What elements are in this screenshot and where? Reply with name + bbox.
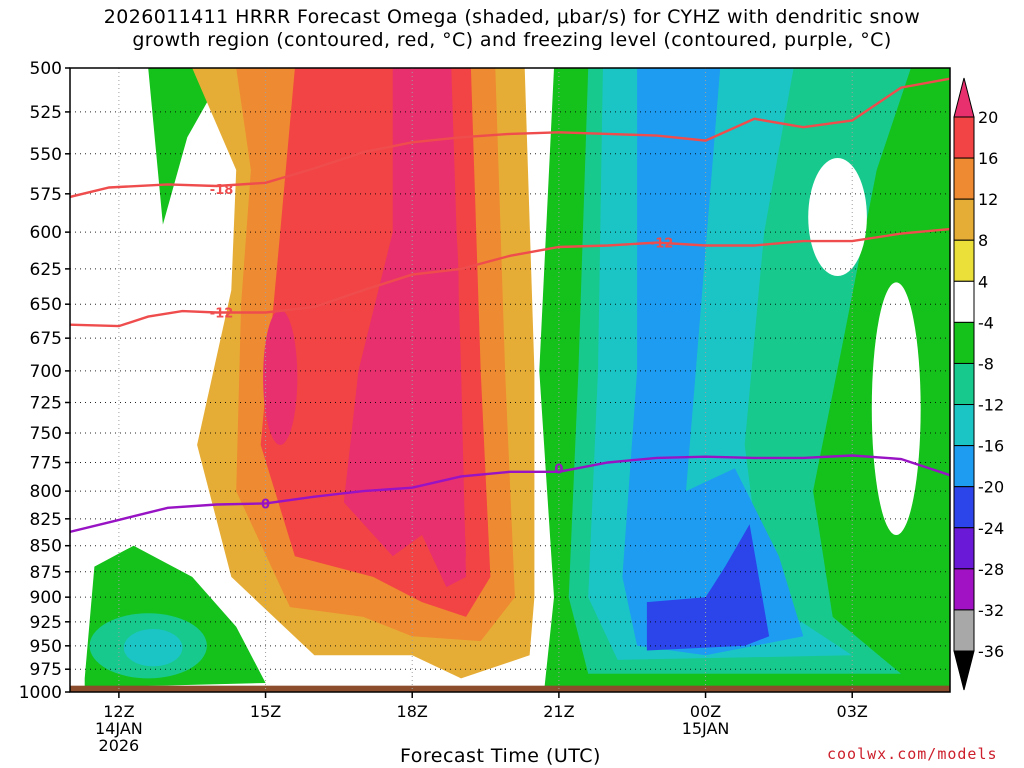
contour-label: 0 (554, 462, 563, 477)
contour-label: -18 (210, 183, 234, 198)
colorbar-band (953, 239, 975, 282)
x-tick-label: 12Z (103, 702, 134, 721)
low-left-sink-16 (123, 629, 183, 667)
y-tick-label: 625 (30, 260, 62, 280)
y-tick-label: 750 (30, 424, 62, 444)
y-tick-label: 500 (30, 59, 62, 79)
title-line-1: 2026011411 HRRR Forecast Omega (shaded, … (103, 6, 921, 28)
omega-shaded-field (70, 68, 950, 692)
colorbar-label: -8 (978, 354, 994, 373)
colorbar-label: -32 (978, 601, 1004, 620)
y-tick-label: 900 (30, 588, 62, 608)
chart-title: 2026011411 HRRR Forecast Omega (shaded, … (0, 6, 1024, 52)
contour-label: 0 (261, 497, 270, 512)
colorbar-bottom-arrow (953, 650, 975, 691)
y-tick-label: 850 (30, 537, 62, 557)
sink-region-20 (622, 68, 804, 656)
y-tick-label: 700 (30, 362, 62, 382)
colorbar: 20 16 12 8 4 -4 -8 -12 -16 -20 -24 -28 -32 -36 (953, 77, 1004, 691)
colorbar-label: -24 (978, 519, 1004, 538)
colorbar-label: -20 (978, 478, 1004, 497)
sink-region-24 (646, 524, 770, 651)
colorbar-band (953, 157, 975, 200)
y-tick-label: 650 (30, 295, 62, 315)
y-tick-label: 950 (30, 637, 62, 657)
y-tick-label: 775 (30, 454, 62, 474)
plot-frame (69, 67, 951, 693)
y-tick-label: 675 (30, 329, 62, 349)
y-tick-label: 525 (30, 103, 62, 123)
colorbar-label: 4 (978, 272, 988, 291)
x-axis-title: Forecast Time (UTC) (400, 745, 601, 767)
x-tick-label: 00Z (690, 702, 721, 721)
y-axis-pressure: 500 525 550 575 600 625 650 675 700 725 750 775 800 8… (19, 59, 70, 703)
colorbar-band (953, 486, 975, 529)
colorbar-band (953, 568, 975, 611)
x-tick-label: 03Z (837, 702, 868, 721)
colorbar-band (953, 116, 975, 159)
colorbar-band (953, 280, 975, 323)
x-tick-sublabel: 2026 (99, 736, 140, 755)
contour-line (70, 227, 950, 328)
title-line-2: growth region (contoured, red, °C) and f… (132, 29, 892, 51)
y-tick-label: 875 (30, 563, 62, 583)
colorbar-label: -36 (978, 642, 1004, 661)
x-tick-label: 15Z (250, 702, 281, 721)
colorbar-band (953, 527, 975, 570)
colorbar-label: -4 (978, 313, 994, 332)
y-tick-label: 600 (30, 223, 62, 243)
right-hole-2 (871, 282, 921, 536)
plot-border (69, 67, 951, 693)
x-tick-sublabel: 14JAN (95, 719, 143, 738)
colorbar-label: -16 (978, 437, 1004, 456)
colorbar-band (953, 321, 975, 364)
colorbar-label: -28 (978, 560, 1004, 579)
colorbar-label: 8 (978, 231, 988, 250)
contour-label: -12 (650, 237, 674, 252)
colorbar-label: 12 (978, 190, 998, 209)
contour-lines (70, 77, 950, 533)
y-tick-label: 575 (30, 185, 62, 205)
ascent-20-low (365, 411, 410, 514)
ascent-16-left (263, 309, 298, 445)
y-tick-label: 825 (30, 510, 62, 530)
x-tick-sublabel: 15JAN (682, 719, 730, 738)
contour-labels: -18 -12 -12 0 0 (210, 183, 674, 512)
x-tick-label: 21Z (543, 702, 574, 721)
y-tick-label: 550 (30, 145, 62, 165)
contour-line (70, 454, 950, 533)
x-tick-label: 18Z (397, 702, 428, 721)
contour-line (70, 77, 950, 199)
credit-link[interactable]: coolwx.com/models (827, 745, 998, 763)
colorbar-label: 16 (978, 149, 998, 168)
contour-label: -12 (210, 306, 234, 321)
colorbar-band (953, 609, 975, 652)
colorbar-label: 20 (978, 108, 998, 127)
colorbar-top-arrow (953, 77, 975, 118)
colorbar-band (953, 445, 975, 488)
y-tick-label: 725 (30, 393, 62, 413)
colorbar-band (953, 362, 975, 406)
y-tick-label: 975 (30, 660, 62, 680)
colorbar-band (953, 404, 975, 447)
right-hole-1 (808, 157, 867, 277)
colorbar-label: -12 (978, 396, 1004, 415)
y-tick-label: 800 (30, 482, 62, 502)
y-tick-label: 1000 (19, 683, 62, 703)
ascent-20-core (404, 147, 459, 434)
ground-strip (70, 685, 950, 692)
y-tick-label: 925 (30, 613, 62, 633)
colorbar-band (953, 198, 975, 241)
